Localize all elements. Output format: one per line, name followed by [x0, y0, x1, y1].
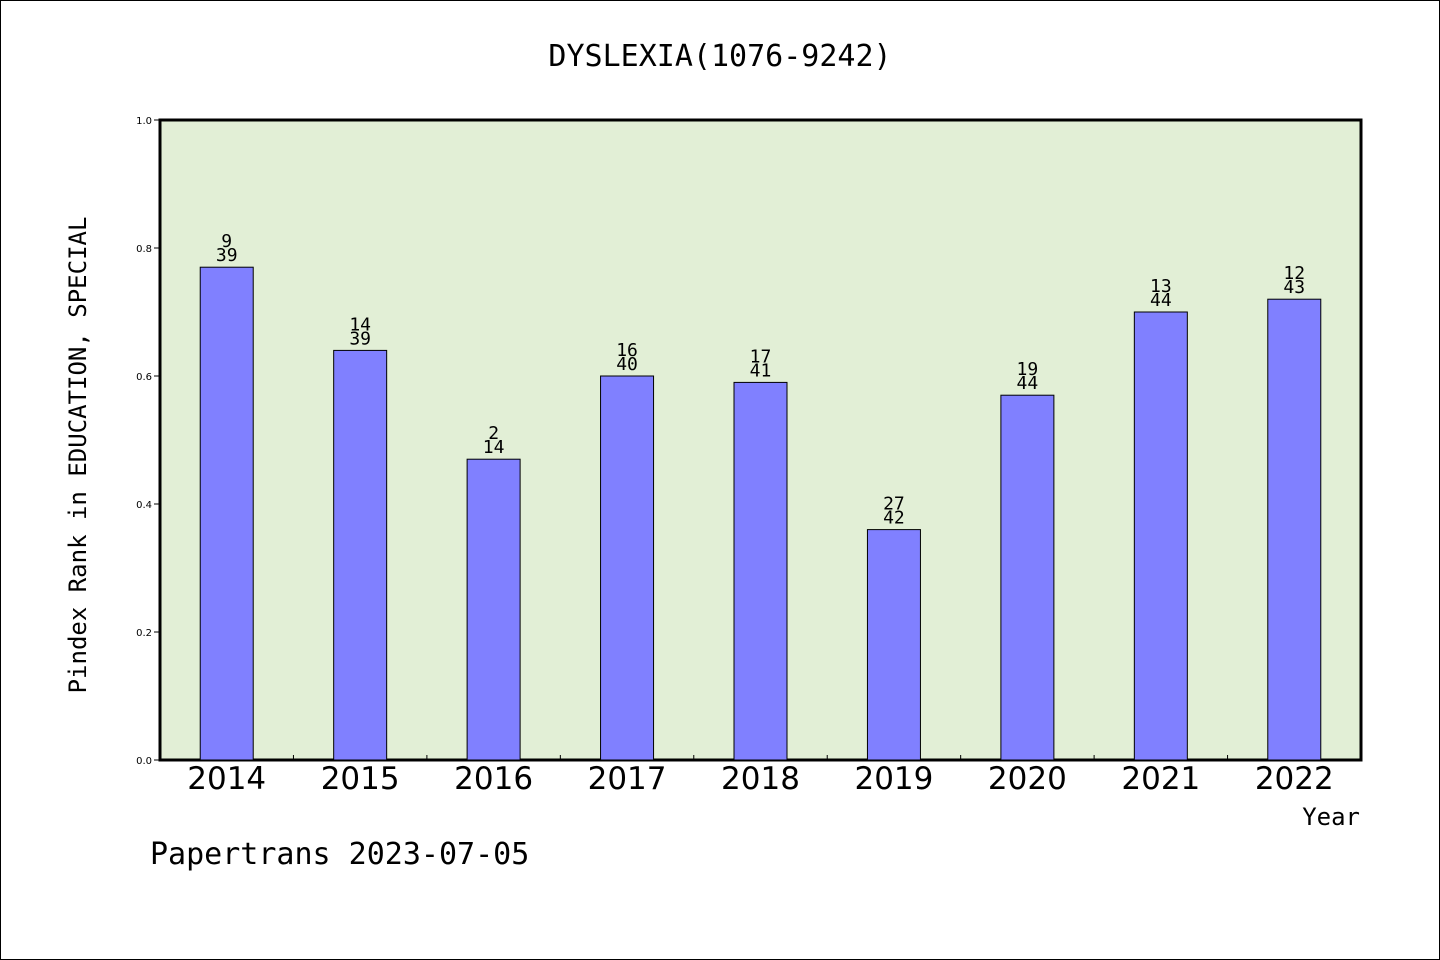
y-tick-label: 0.8 — [136, 244, 152, 255]
bar-rank-label: 14 — [349, 314, 371, 335]
bar-rank-label: 19 — [1017, 359, 1039, 380]
x-tick-label: 2020 — [988, 761, 1067, 797]
bar-total-label: 44 — [1150, 290, 1172, 311]
bar-total-label: 14 — [483, 437, 505, 458]
x-tick-label: 2018 — [721, 761, 800, 797]
bar-total-label: 42 — [883, 508, 905, 529]
footer-text: Papertrans 2023-07-05 — [150, 837, 529, 872]
y-tick-label: 0.6 — [136, 372, 152, 383]
y-axis-label: Pindex Rank in EDUCATION, SPECIAL — [64, 217, 92, 694]
bar-rank-label: 16 — [616, 340, 638, 361]
bar-total-label: 41 — [750, 360, 772, 381]
bar-rank-label: 9 — [221, 231, 232, 252]
x-tick-label: 2014 — [187, 761, 266, 797]
x-tick-label: 2016 — [454, 761, 533, 797]
bar-total-label: 39 — [349, 328, 371, 349]
bar-total-label: 44 — [1017, 373, 1039, 394]
bar-2019 — [866, 529, 921, 761]
bar-rank-label: 17 — [750, 346, 772, 367]
bar-2017 — [600, 375, 655, 761]
bar-2015 — [333, 349, 388, 761]
y-tick-label: 1.0 — [136, 116, 152, 127]
bar-total-label: 43 — [1283, 277, 1305, 298]
bar-total-label: 39 — [216, 245, 238, 266]
bar-rank-label: 12 — [1283, 263, 1305, 284]
x-axis-label: Year — [1302, 803, 1360, 831]
x-tick-label: 2019 — [854, 761, 933, 797]
y-tick-label: 0.0 — [136, 756, 152, 767]
bar-rank-label: 13 — [1150, 276, 1172, 297]
chart-title: DYSLEXIA(1076-9242) — [548, 39, 891, 74]
x-tick-label: 2015 — [321, 761, 400, 797]
bar-2020 — [1000, 394, 1055, 761]
bar-rank-label: 2 — [488, 423, 499, 444]
x-tick-label: 2022 — [1255, 761, 1334, 797]
bar-2016 — [466, 458, 521, 761]
bar-2021 — [1133, 311, 1188, 761]
bar-2014 — [199, 266, 254, 761]
x-tick-label: 2021 — [1121, 761, 1200, 797]
bar-2022 — [1267, 298, 1322, 761]
y-axis: 0.0 0.2 0.4 0.6 0.8 1.0 — [136, 116, 160, 767]
bar-total-label: 40 — [616, 354, 638, 375]
y-tick-label: 0.4 — [136, 500, 152, 511]
y-tick-label: 0.2 — [136, 628, 152, 639]
x-tick-label: 2017 — [588, 761, 667, 797]
bar-rank-label: 27 — [883, 494, 905, 515]
x-axis: 2014 2015 2016 2017 2018 2019 2020 2021 2022 — [187, 755, 1334, 797]
bar-2018 — [733, 381, 788, 761]
